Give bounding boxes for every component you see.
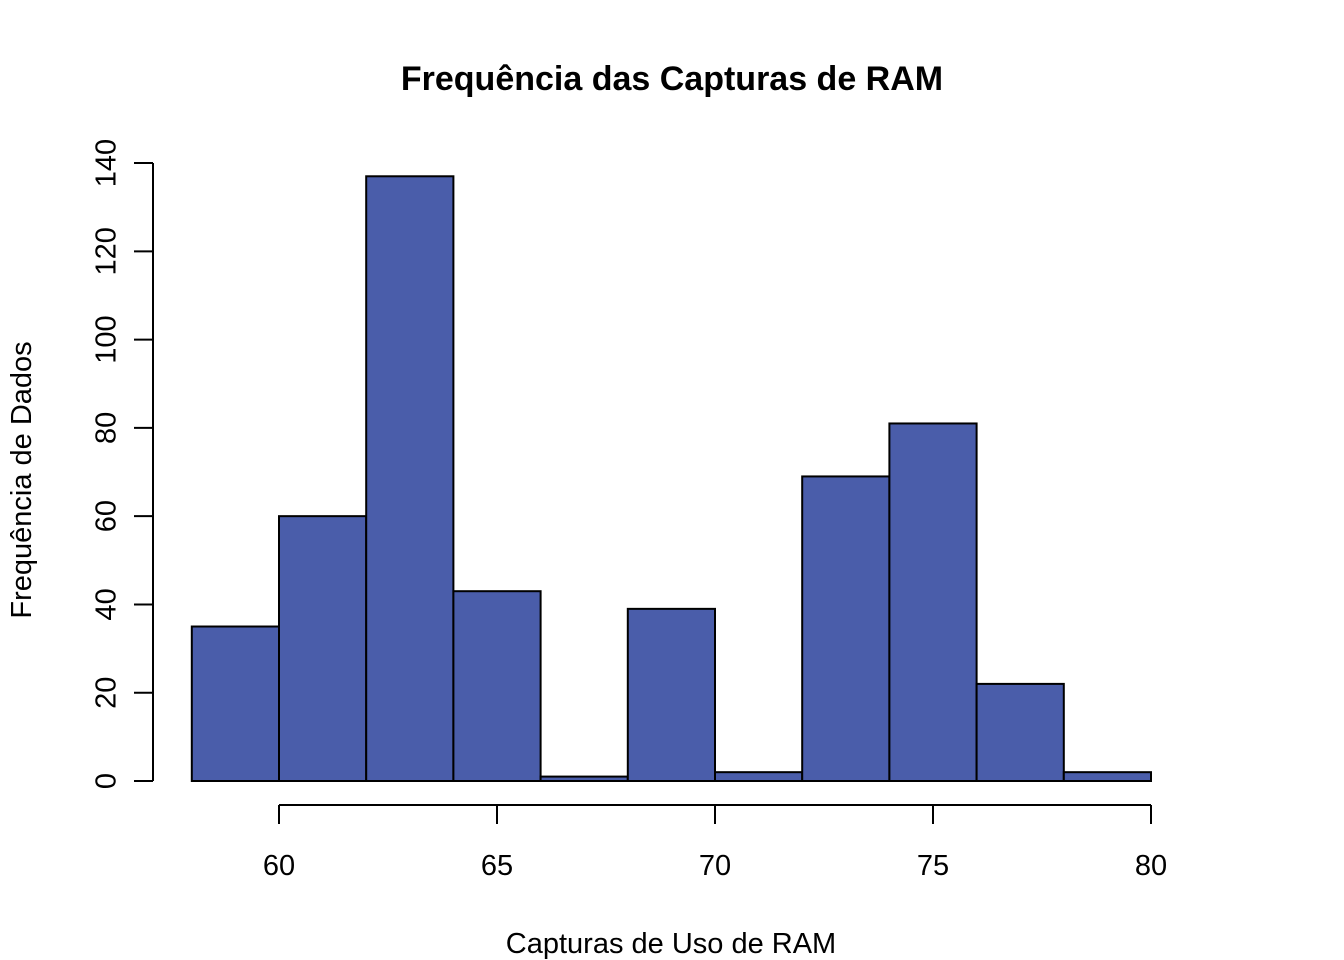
histogram-bar-7 [801, 475, 891, 782]
histogram-bar-3 [452, 590, 542, 782]
histogram-bar-5 [626, 607, 716, 782]
x-tick-label-2: 70 [699, 850, 731, 882]
y-tick-label-5: 100 [91, 315, 123, 363]
histogram-bar-4 [539, 775, 629, 782]
histogram-bar-6 [714, 771, 804, 782]
histogram-bar-2 [365, 175, 455, 783]
x-tick-label-3: 75 [917, 850, 949, 882]
y-axis-label: Frequência de Dados [6, 341, 38, 618]
x-tick-label-0: 60 [263, 850, 295, 882]
x-axis-label: Capturas de Uso de RAM [506, 928, 836, 960]
y-tick-label-2: 40 [91, 588, 123, 620]
y-tick-label-7: 140 [91, 139, 123, 187]
y-tick-label-6: 120 [91, 227, 123, 275]
y-tick-label-1: 20 [91, 677, 123, 709]
x-tick-label-1: 65 [481, 850, 513, 882]
histogram-bar-1 [278, 515, 368, 782]
y-tick-label-3: 60 [91, 500, 123, 532]
histogram-bar-0 [190, 625, 280, 783]
bars-group [190, 175, 1153, 783]
y-tick-label-0: 0 [91, 773, 123, 789]
x-tick-label-4: 80 [1135, 850, 1167, 882]
x-axis: 60 65 70 75 80 [263, 804, 1167, 882]
chart-title: Frequência das Capturas de RAM [401, 60, 943, 98]
histogram-bar-9 [975, 682, 1065, 783]
y-tick-label-4: 80 [91, 412, 123, 444]
histogram-bar-10 [1062, 771, 1153, 782]
histogram-bar-8 [888, 422, 978, 782]
y-axis: 0 20 40 60 80 100 120 140 [91, 139, 154, 789]
